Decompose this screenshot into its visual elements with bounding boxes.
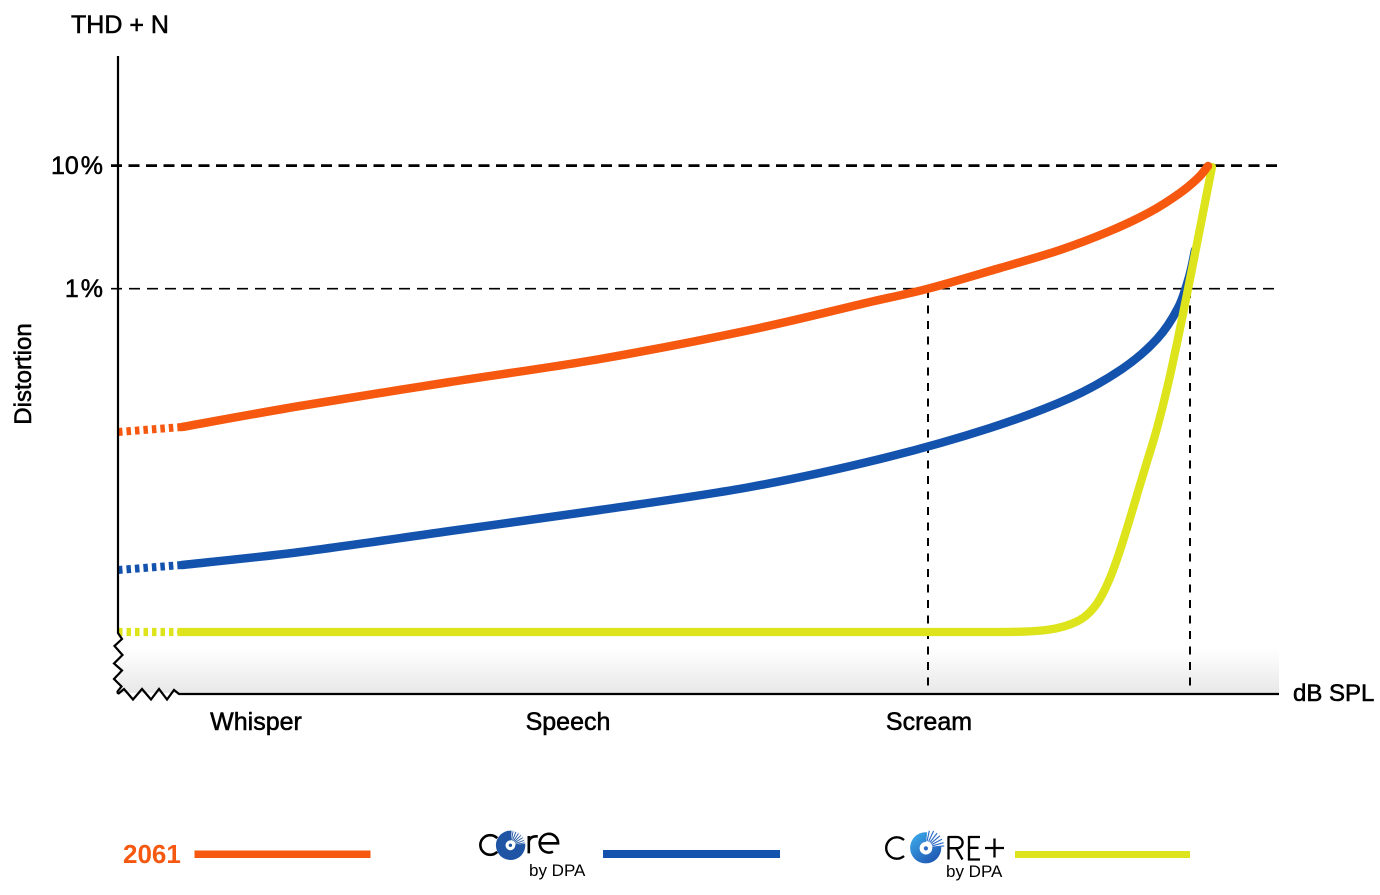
- svg-text:1%: 1%: [65, 275, 103, 303]
- svg-text:Distortion: Distortion: [10, 323, 37, 424]
- svg-text:by DPA: by DPA: [529, 861, 586, 880]
- svg-text:THD + N: THD + N: [71, 11, 169, 39]
- svg-text:Whisper: Whisper: [210, 708, 302, 736]
- svg-text:10%: 10%: [51, 152, 103, 180]
- svg-text:dB SPL: dB SPL: [1293, 680, 1374, 707]
- svg-text:by DPA: by DPA: [946, 862, 1003, 881]
- svg-text:Speech: Speech: [526, 708, 611, 736]
- svg-text:Scream: Scream: [886, 708, 972, 736]
- svg-text:2061: 2061: [123, 839, 181, 869]
